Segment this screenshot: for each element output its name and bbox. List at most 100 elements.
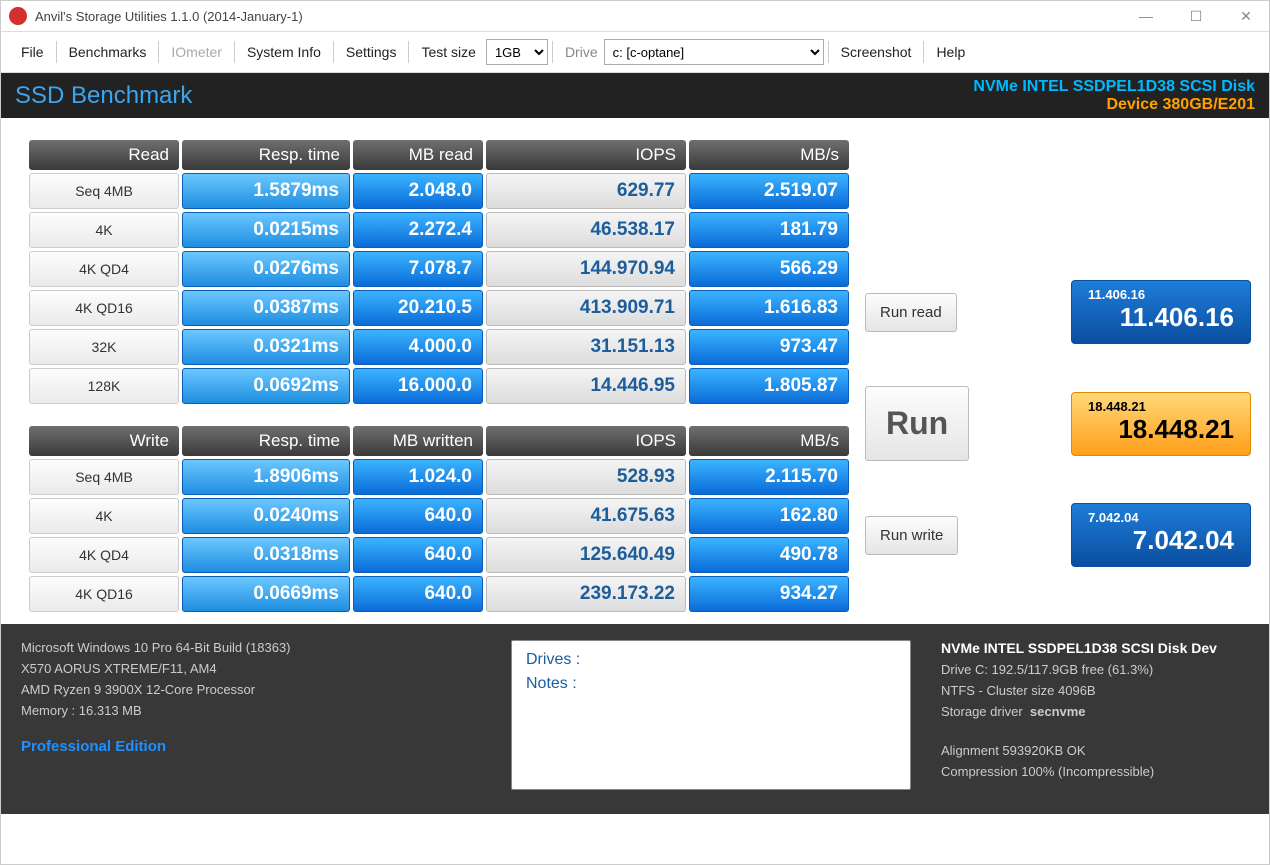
write-score-small: 7.042.04 <box>1088 510 1234 525</box>
mbs-cell: 490.78 <box>689 537 849 573</box>
header-band: SSD Benchmark NVMe INTEL SSDPEL1D38 SCSI… <box>1 73 1269 118</box>
mbs-cell: 2.115.70 <box>689 459 849 495</box>
column-header: Resp. time <box>182 140 350 170</box>
iops-cell: 413.909.71 <box>486 290 686 326</box>
footer-band: Microsoft Windows 10 Pro 64-Bit Build (1… <box>1 624 1269 814</box>
read-score-box: 11.406.16 11.406.16 <box>1071 280 1251 344</box>
drive-driver: Storage driver secnvme <box>941 704 1249 719</box>
window-title: Anvil's Storage Utilities 1.1.0 (2014-Ja… <box>35 9 1131 24</box>
mb-cell: 2.048.0 <box>353 173 483 209</box>
mb-cell: 640.0 <box>353 537 483 573</box>
drives-label: Drives : <box>526 651 896 669</box>
test-size-select[interactable]: 1GB <box>486 39 548 65</box>
menu-iometer[interactable]: IOmeter <box>163 40 230 64</box>
notes-panel: Drives : Notes : <box>511 640 911 790</box>
iops-cell: 239.173.22 <box>486 576 686 612</box>
os-info: Microsoft Windows 10 Pro 64-Bit Build (1… <box>21 640 481 655</box>
resp-time-cell: 0.0387ms <box>182 290 350 326</box>
window-titlebar: Anvil's Storage Utilities 1.1.0 (2014-Ja… <box>1 1 1269 31</box>
edition-label: Professional Edition <box>21 738 481 755</box>
row-label[interactable]: 4K QD16 <box>29 576 179 612</box>
write-results-grid: WriteResp. timeMB writtenIOPSMB/sSeq 4MB… <box>29 426 849 612</box>
menu-help[interactable]: Help <box>928 40 973 64</box>
iops-cell: 528.93 <box>486 459 686 495</box>
device-info: NVMe INTEL SSDPEL1D38 SCSI Disk Device 3… <box>973 78 1255 113</box>
row-label[interactable]: 4K QD16 <box>29 290 179 326</box>
resp-time-cell: 0.0692ms <box>182 368 350 404</box>
resp-time-cell: 0.0318ms <box>182 537 350 573</box>
row-label[interactable]: 4K <box>29 212 179 248</box>
read-score-small: 11.406.16 <box>1088 287 1234 302</box>
row-label[interactable]: 128K <box>29 368 179 404</box>
read-results-grid: ReadResp. timeMB readIOPSMB/sSeq 4MB1.58… <box>29 140 849 404</box>
write-score-box: 7.042.04 7.042.04 <box>1071 503 1251 567</box>
drive-title: NVMe INTEL SSDPEL1D38 SCSI Disk Dev <box>941 640 1249 656</box>
mb-cell: 16.000.0 <box>353 368 483 404</box>
menu-file[interactable]: File <box>13 40 52 64</box>
column-header: MB/s <box>689 140 849 170</box>
mb-cell: 640.0 <box>353 498 483 534</box>
mb-cell: 7.078.7 <box>353 251 483 287</box>
resp-time-cell: 1.5879ms <box>182 173 350 209</box>
row-label[interactable]: 4K QD4 <box>29 251 179 287</box>
menu-screenshot[interactable]: Screenshot <box>833 40 920 64</box>
column-header: Read <box>29 140 179 170</box>
toolbar: File Benchmarks IOmeter System Info Sett… <box>1 31 1269 73</box>
mbs-cell: 1.616.83 <box>689 290 849 326</box>
iops-cell: 41.675.63 <box>486 498 686 534</box>
right-panel: Run read 11.406.16 11.406.16 Run 18.448.… <box>859 140 1251 612</box>
close-button[interactable]: ✕ <box>1231 8 1261 25</box>
resp-time-cell: 1.8906ms <box>182 459 350 495</box>
mbs-cell: 2.519.07 <box>689 173 849 209</box>
row-label[interactable]: 4K <box>29 498 179 534</box>
iops-cell: 144.970.94 <box>486 251 686 287</box>
row-label[interactable]: 32K <box>29 329 179 365</box>
row-label[interactable]: Seq 4MB <box>29 459 179 495</box>
drive-label: Drive <box>557 44 602 60</box>
notes-label: Notes : <box>526 675 896 693</box>
iops-cell: 125.640.49 <box>486 537 686 573</box>
column-header: MB/s <box>689 426 849 456</box>
run-button[interactable]: Run <box>865 386 969 461</box>
mbs-cell: 1.805.87 <box>689 368 849 404</box>
mbs-cell: 934.27 <box>689 576 849 612</box>
column-header: IOPS <box>486 140 686 170</box>
drive-select[interactable]: c: [c-optane] <box>604 39 824 65</box>
drive-free: Drive C: 192.5/117.9GB free (61.3%) <box>941 662 1249 677</box>
iops-cell: 629.77 <box>486 173 686 209</box>
device-line1: NVMe INTEL SSDPEL1D38 SCSI Disk <box>973 78 1255 96</box>
toolbar-separator <box>408 41 409 63</box>
run-read-button[interactable]: Run read <box>865 293 957 332</box>
total-score-small: 18.448.21 <box>1088 399 1234 414</box>
memory-info: Memory : 16.313 MB <box>21 703 481 718</box>
row-label[interactable]: 4K QD4 <box>29 537 179 573</box>
resp-time-cell: 0.0276ms <box>182 251 350 287</box>
resp-time-cell: 0.0669ms <box>182 576 350 612</box>
device-line2: Device 380GB/E201 <box>973 96 1255 114</box>
drive-compression: Compression 100% (Incompressible) <box>941 764 1249 779</box>
column-header: IOPS <box>486 426 686 456</box>
toolbar-separator <box>923 41 924 63</box>
column-header: Write <box>29 426 179 456</box>
app-icon <box>9 7 27 25</box>
column-header: MB written <box>353 426 483 456</box>
menu-system-info[interactable]: System Info <box>239 40 329 64</box>
toolbar-separator <box>552 41 553 63</box>
menu-benchmarks[interactable]: Benchmarks <box>61 40 155 64</box>
read-score-big: 11.406.16 <box>1088 302 1234 333</box>
toolbar-separator <box>56 41 57 63</box>
mbs-cell: 181.79 <box>689 212 849 248</box>
maximize-button[interactable]: ☐ <box>1181 8 1211 25</box>
row-label[interactable]: Seq 4MB <box>29 173 179 209</box>
run-write-button[interactable]: Run write <box>865 516 958 555</box>
minimize-button[interactable]: ― <box>1131 8 1161 25</box>
resp-time-cell: 0.0215ms <box>182 212 350 248</box>
mb-cell: 1.024.0 <box>353 459 483 495</box>
toolbar-separator <box>333 41 334 63</box>
menu-settings[interactable]: Settings <box>338 40 405 64</box>
page-title: SSD Benchmark <box>15 82 192 110</box>
drive-info-panel: NVMe INTEL SSDPEL1D38 SCSI Disk Dev Driv… <box>941 640 1249 798</box>
toolbar-separator <box>828 41 829 63</box>
iops-cell: 14.446.95 <box>486 368 686 404</box>
resp-time-cell: 0.0240ms <box>182 498 350 534</box>
